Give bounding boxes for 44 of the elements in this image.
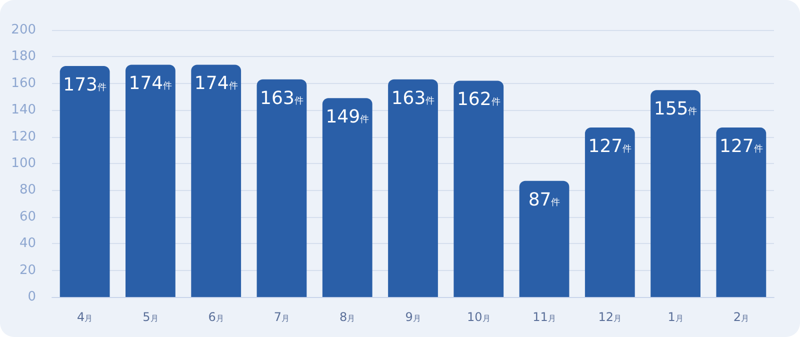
y-tick-label: 60 (19, 209, 36, 224)
data-label: 162件 (456, 89, 500, 110)
x-tick-label: 6月 (208, 310, 224, 324)
x-tick-label: 7月 (274, 310, 290, 324)
bar (60, 66, 110, 297)
y-tick-label: 120 (11, 129, 36, 144)
y-tick-label: 0 (28, 290, 36, 304)
data-label: 163件 (260, 88, 304, 109)
y-tick-label: 200 (11, 22, 36, 38)
y-tick-label: 20 (19, 262, 36, 278)
bar (716, 127, 766, 297)
x-tick-label: 12月 (598, 310, 622, 324)
x-tick-label: 1月 (668, 310, 684, 324)
data-label: 174件 (128, 73, 172, 94)
data-label: 127件 (588, 136, 632, 157)
bar (584, 127, 635, 297)
x-tick-label: 11月 (532, 310, 556, 324)
data-label: 155件 (654, 98, 698, 120)
bar (519, 180, 570, 297)
data-label: 174件 (194, 73, 238, 94)
bar (191, 64, 242, 297)
y-tick-label: 40 (19, 236, 36, 252)
y-tick-label: 80 (19, 182, 36, 198)
x-tick-label: 4月 (77, 310, 93, 324)
y-tick-label: 140 (11, 102, 36, 118)
y-tick-label: 160 (11, 76, 36, 91)
bar (454, 80, 504, 297)
data-label: 173件 (63, 74, 106, 96)
bar (322, 98, 372, 297)
data-label: 87件 (528, 189, 560, 210)
y-tick-label: 180 (11, 49, 36, 64)
bar (388, 79, 438, 297)
x-tick-label: 10月 (466, 310, 490, 324)
x-tick-label: 9月 (405, 310, 421, 324)
x-tick-label: 5月 (142, 310, 158, 324)
bar (650, 90, 700, 297)
y-tick-label: 100 (11, 156, 36, 171)
x-tick-label: 8月 (340, 310, 356, 324)
bar (126, 64, 176, 297)
bar (256, 79, 307, 297)
data-label: 127件 (720, 136, 763, 157)
data-label: 163件 (391, 88, 435, 109)
data-label: 149件 (326, 106, 370, 128)
x-tick-label: 2月 (733, 310, 749, 324)
